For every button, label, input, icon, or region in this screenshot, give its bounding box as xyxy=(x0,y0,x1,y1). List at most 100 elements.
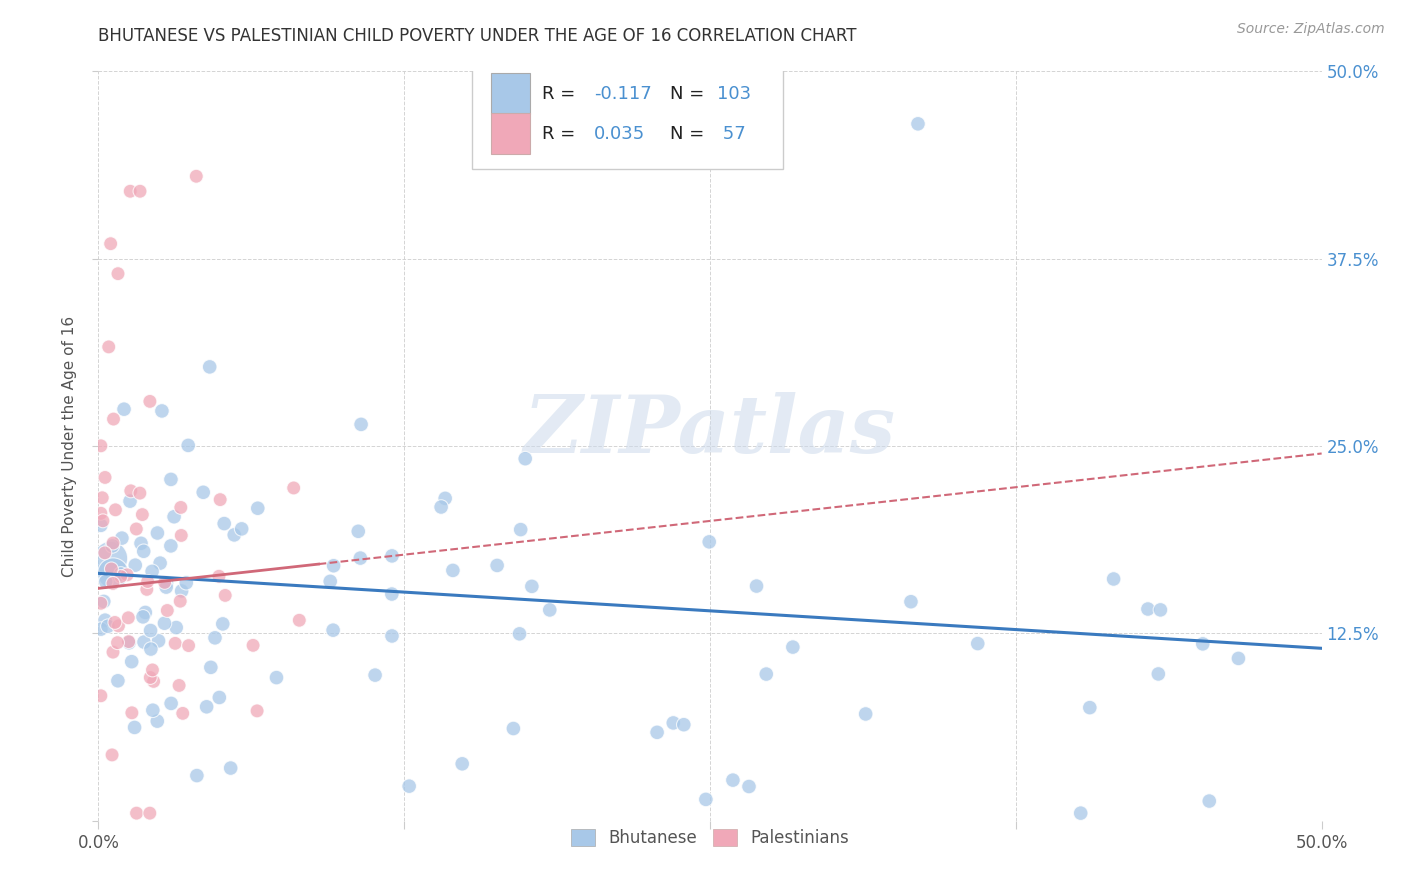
Bhutanese xyxy=(721,773,744,788)
Text: 103: 103 xyxy=(717,85,751,103)
FancyBboxPatch shape xyxy=(491,112,530,153)
Bhutanese xyxy=(1227,651,1250,665)
Bhutanese xyxy=(132,544,155,558)
Bhutanese xyxy=(134,606,156,620)
Palestinians xyxy=(100,236,122,251)
Bhutanese xyxy=(381,587,404,601)
Bhutanese xyxy=(1191,637,1213,651)
Bhutanese xyxy=(322,623,344,637)
Bhutanese xyxy=(155,575,177,590)
Palestinians xyxy=(214,588,236,602)
Bhutanese xyxy=(94,574,117,589)
Bhutanese xyxy=(118,636,141,650)
Bhutanese xyxy=(195,699,218,714)
Palestinians xyxy=(94,546,117,560)
Palestinians xyxy=(186,169,208,184)
Bhutanese xyxy=(515,451,537,466)
Bhutanese xyxy=(434,491,457,506)
Bhutanese xyxy=(966,636,988,650)
Bhutanese xyxy=(381,629,404,643)
Palestinians xyxy=(208,569,231,583)
Bhutanese xyxy=(219,761,242,775)
Text: ZIPatlas: ZIPatlas xyxy=(524,392,896,470)
Palestinians xyxy=(139,394,162,409)
Bhutanese xyxy=(1070,806,1092,821)
Palestinians xyxy=(117,611,139,625)
Bhutanese xyxy=(319,574,342,589)
Bhutanese xyxy=(160,472,183,486)
Palestinians xyxy=(118,634,141,648)
Bhutanese xyxy=(160,697,183,711)
Palestinians xyxy=(120,483,142,498)
Palestinians xyxy=(101,645,124,659)
Bhutanese xyxy=(502,722,524,736)
Bhutanese xyxy=(451,756,474,771)
Bhutanese xyxy=(900,595,922,609)
Bhutanese xyxy=(90,622,112,636)
Bhutanese xyxy=(508,627,530,641)
Bhutanese xyxy=(101,566,124,581)
Bhutanese xyxy=(745,579,768,593)
Bhutanese xyxy=(129,536,152,550)
Bhutanese xyxy=(160,539,183,553)
Bhutanese xyxy=(141,565,163,579)
Bhutanese xyxy=(347,524,370,539)
Bhutanese xyxy=(520,579,543,593)
Bhutanese xyxy=(146,714,169,728)
Text: BHUTANESE VS PALESTINIAN CHILD POVERTY UNDER THE AGE OF 16 CORRELATION CHART: BHUTANESE VS PALESTINIAN CHILD POVERTY U… xyxy=(98,27,856,45)
Palestinians xyxy=(120,184,142,198)
Y-axis label: Child Poverty Under the Age of 16: Child Poverty Under the Age of 16 xyxy=(62,316,77,576)
Text: R =: R = xyxy=(543,85,582,103)
Palestinians xyxy=(128,486,150,500)
Bhutanese xyxy=(174,575,197,590)
Palestinians xyxy=(170,528,193,542)
Bhutanese xyxy=(97,619,120,633)
Palestinians xyxy=(288,613,311,627)
Bhutanese xyxy=(94,613,117,627)
Text: R =: R = xyxy=(543,125,582,143)
Bhutanese xyxy=(186,768,208,782)
Bhutanese xyxy=(1102,572,1125,586)
Bhutanese xyxy=(907,117,929,131)
Palestinians xyxy=(139,806,162,821)
Text: Source: ZipAtlas.com: Source: ZipAtlas.com xyxy=(1237,22,1385,37)
Bhutanese xyxy=(672,717,695,731)
Palestinians xyxy=(103,412,125,426)
Bhutanese xyxy=(200,660,222,674)
Palestinians xyxy=(121,706,143,720)
Palestinians xyxy=(167,678,190,692)
Bhutanese xyxy=(1149,603,1171,617)
Bhutanese xyxy=(697,534,720,549)
Text: 57: 57 xyxy=(717,125,747,143)
Bhutanese xyxy=(149,556,172,570)
Bhutanese xyxy=(90,518,112,533)
Palestinians xyxy=(90,439,112,453)
Bhutanese xyxy=(148,633,170,648)
Palestinians xyxy=(115,567,138,582)
Bhutanese xyxy=(855,706,877,721)
Bhutanese xyxy=(165,621,187,635)
Bhutanese xyxy=(204,631,226,645)
Bhutanese xyxy=(509,523,531,537)
Bhutanese xyxy=(198,359,221,374)
Bhutanese xyxy=(1136,602,1159,616)
Palestinians xyxy=(107,267,129,281)
Palestinians xyxy=(131,508,153,522)
Bhutanese xyxy=(146,526,169,541)
Palestinians xyxy=(129,184,152,198)
Text: 0.035: 0.035 xyxy=(593,125,645,143)
Bhutanese xyxy=(662,715,685,730)
Bhutanese xyxy=(177,438,200,452)
Bhutanese xyxy=(107,673,129,688)
Palestinians xyxy=(246,704,269,718)
Bhutanese xyxy=(163,509,186,524)
Palestinians xyxy=(125,522,148,536)
Bhutanese xyxy=(142,703,165,717)
Palestinians xyxy=(209,492,232,507)
Bhutanese xyxy=(645,725,668,739)
Legend: Bhutanese, Palestinians: Bhutanese, Palestinians xyxy=(565,822,855,854)
Palestinians xyxy=(90,689,112,703)
Bhutanese xyxy=(486,558,509,573)
Bhutanese xyxy=(155,580,177,594)
Bhutanese xyxy=(139,642,162,657)
